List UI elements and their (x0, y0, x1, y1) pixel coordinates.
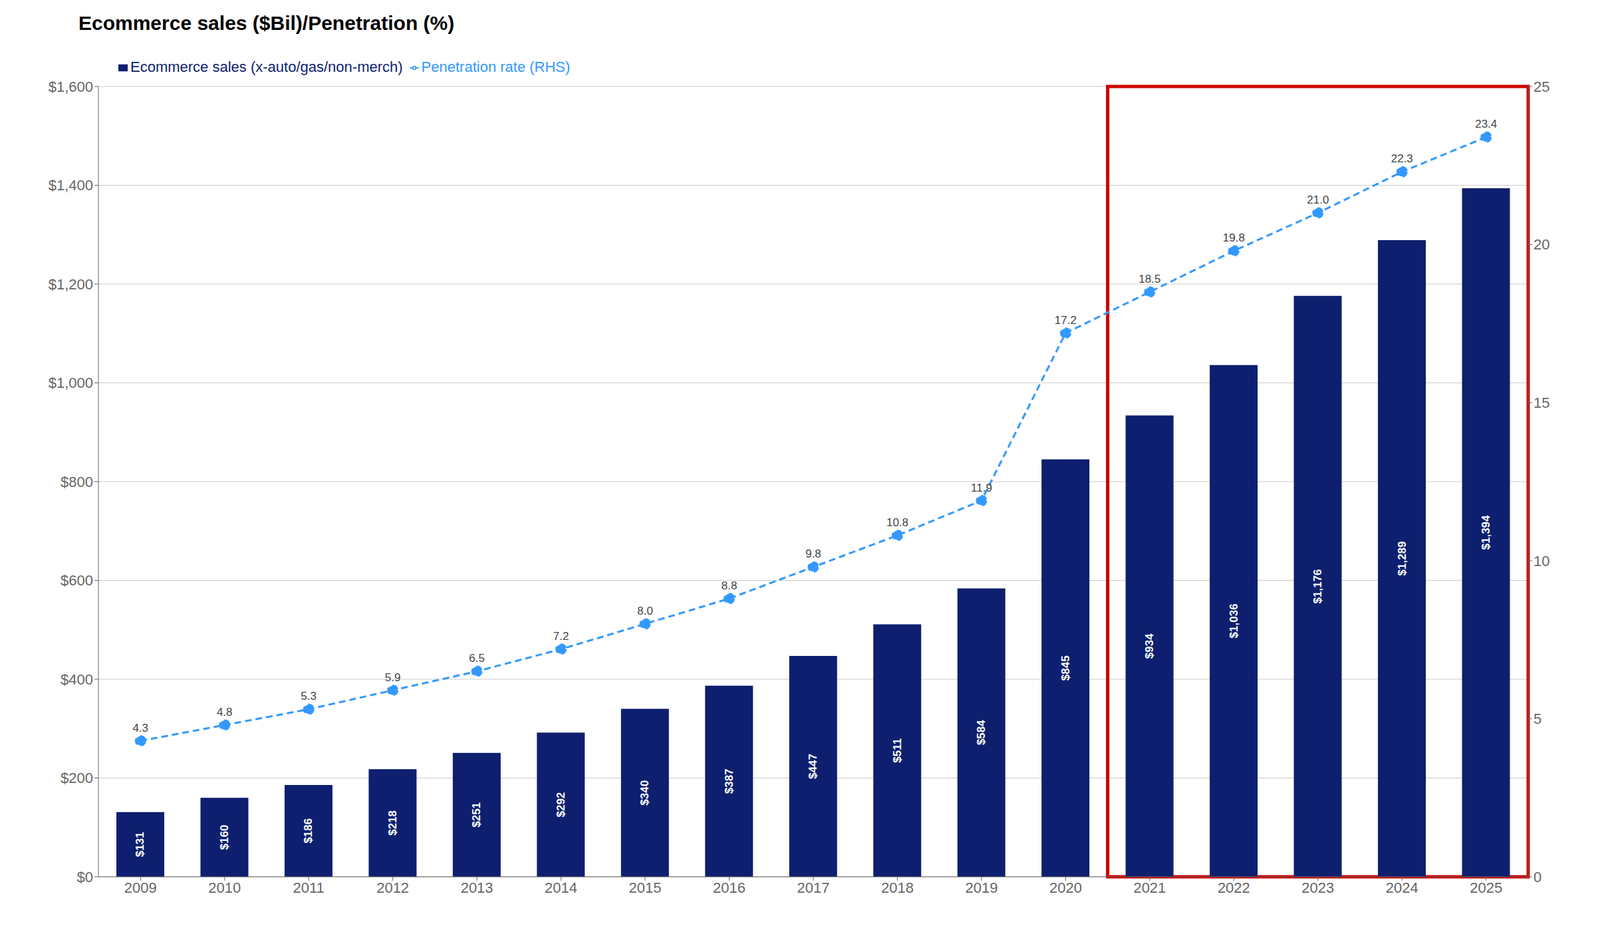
svg-text:$584: $584 (974, 719, 988, 745)
html-text:Penetration rate (RHS): Penetration rate (RHS) (421, 58, 571, 76)
svg-text:$218: $218 (386, 809, 400, 836)
svg-text:10: 10 (1533, 552, 1550, 570)
svg-text:$340: $340 (638, 780, 652, 806)
svg-text:$251: $251 (470, 801, 483, 828)
svg-text:2011: 2011 (293, 879, 325, 896)
svg-text:2016: 2016 (712, 879, 746, 896)
svg-text:$160: $160 (218, 824, 231, 850)
svg-text:$1,176: $1,176 (1311, 568, 1325, 604)
svg-text:7.2: 7.2 (553, 629, 570, 643)
svg-text:2019: 2019 (964, 879, 998, 896)
svg-text:8.0: 8.0 (637, 604, 654, 618)
svg-text:$186: $186 (301, 817, 315, 844)
svg-text:$1,036: $1,036 (1227, 603, 1241, 638)
svg-text:4.3: 4.3 (132, 721, 149, 735)
svg-text:0: 0 (1533, 868, 1542, 886)
svg-text:5.9: 5.9 (385, 670, 401, 684)
svg-text:4.8: 4.8 (216, 705, 233, 719)
html-text:Ecommerce sales (x-auto/gas/no: Ecommerce sales (x-auto/gas/non-merch) (130, 58, 403, 76)
svg-text:18.5: 18.5 (1138, 272, 1161, 286)
svg-text:2017: 2017 (797, 879, 830, 896)
svg-text:$387: $387 (722, 768, 736, 794)
svg-text:$845: $845 (1059, 655, 1072, 681)
svg-text:9.8: 9.8 (805, 547, 822, 560)
svg-text:22.3: 22.3 (1391, 152, 1414, 165)
svg-text:$600: $600 (60, 571, 94, 589)
svg-text:$0: $0 (77, 868, 94, 886)
svg-text:21.0: 21.0 (1306, 193, 1329, 207)
svg-text:$200: $200 (60, 769, 94, 787)
svg-text:$800: $800 (60, 473, 94, 491)
svg-text:5.3: 5.3 (300, 689, 317, 703)
svg-text:2018: 2018 (881, 879, 914, 896)
svg-text:10.8: 10.8 (886, 516, 909, 529)
svg-text:$934: $934 (1143, 633, 1156, 659)
svg-text:2010: 2010 (208, 879, 241, 896)
svg-text:2025: 2025 (1469, 879, 1503, 896)
svg-text:2009: 2009 (124, 879, 157, 896)
svg-text:17.2: 17.2 (1054, 313, 1077, 327)
svg-text:8.8: 8.8 (721, 579, 738, 592)
svg-text:$1,600: $1,600 (48, 78, 94, 96)
svg-text:20: 20 (1533, 236, 1550, 253)
svg-text:11.9: 11.9 (970, 481, 993, 495)
svg-text:2014: 2014 (544, 879, 578, 896)
svg-text:2024: 2024 (1385, 879, 1419, 896)
svg-text:$1,000: $1,000 (48, 374, 94, 392)
svg-text:$511: $511 (891, 738, 904, 763)
svg-text:2023: 2023 (1301, 879, 1334, 896)
svg-text:$131: $131 (134, 831, 147, 857)
svg-text:23.4: 23.4 (1474, 117, 1497, 131)
svg-text:5: 5 (1533, 710, 1542, 727)
svg-text:19.8: 19.8 (1222, 231, 1245, 245)
svg-text:2013: 2013 (460, 879, 494, 896)
svg-text:$400: $400 (60, 670, 94, 688)
svg-text:2012: 2012 (376, 879, 409, 896)
svg-text:2020: 2020 (1049, 879, 1082, 896)
svg-text:$1,400: $1,400 (48, 176, 94, 194)
svg-text:2022: 2022 (1217, 879, 1251, 896)
svg-text:2015: 2015 (629, 879, 662, 896)
svg-text:2021: 2021 (1133, 879, 1166, 896)
html-text:Ecommerce sales ($Bil)/Penetra: Ecommerce sales ($Bil)/Penetration (%) (78, 11, 455, 34)
svg-text:15: 15 (1533, 394, 1550, 411)
svg-text:$1,394: $1,394 (1479, 514, 1493, 550)
svg-text:$1,289: $1,289 (1395, 540, 1409, 576)
svg-text:$1,200: $1,200 (48, 275, 94, 293)
svg-text:$292: $292 (554, 792, 568, 818)
svg-text:$447: $447 (806, 753, 820, 779)
svg-text:25: 25 (1533, 78, 1550, 96)
svg-text:6.5: 6.5 (468, 651, 485, 665)
